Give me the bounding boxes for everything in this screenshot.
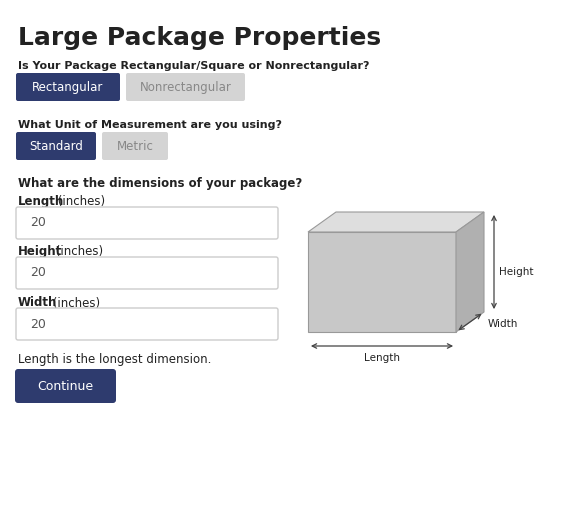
Text: 20: 20 [30,267,46,279]
Text: (inches): (inches) [52,246,103,258]
Polygon shape [308,232,456,332]
Polygon shape [456,212,484,332]
Text: Length: Length [364,353,400,363]
Text: Rectangular: Rectangular [32,80,104,94]
Text: Nonrectangular: Nonrectangular [140,80,231,94]
FancyBboxPatch shape [16,207,278,239]
Text: Length: Length [18,196,64,208]
Text: Length is the longest dimension.: Length is the longest dimension. [18,353,211,367]
FancyBboxPatch shape [16,257,278,289]
Text: Height: Height [499,267,534,277]
Text: What Unit of Measurement are you using?: What Unit of Measurement are you using? [18,120,282,130]
Text: (inches): (inches) [49,297,100,309]
FancyBboxPatch shape [15,369,116,403]
Text: Width: Width [18,297,58,309]
Text: (inches): (inches) [54,196,105,208]
Text: Width: Width [488,319,518,329]
Text: Continue: Continue [38,379,93,392]
Text: Large Package Properties: Large Package Properties [18,26,381,50]
Polygon shape [308,212,484,232]
Text: Standard: Standard [29,139,83,153]
FancyBboxPatch shape [16,308,278,340]
Text: Height: Height [18,246,62,258]
Text: Metric: Metric [116,139,153,153]
Text: Is Your Package Rectangular/Square or Nonrectangular?: Is Your Package Rectangular/Square or No… [18,61,369,71]
FancyBboxPatch shape [102,132,168,160]
FancyBboxPatch shape [16,132,96,160]
FancyBboxPatch shape [16,73,120,101]
Text: What are the dimensions of your package?: What are the dimensions of your package? [18,177,302,190]
Text: 20: 20 [30,217,46,229]
Text: 20: 20 [30,318,46,330]
FancyBboxPatch shape [126,73,245,101]
